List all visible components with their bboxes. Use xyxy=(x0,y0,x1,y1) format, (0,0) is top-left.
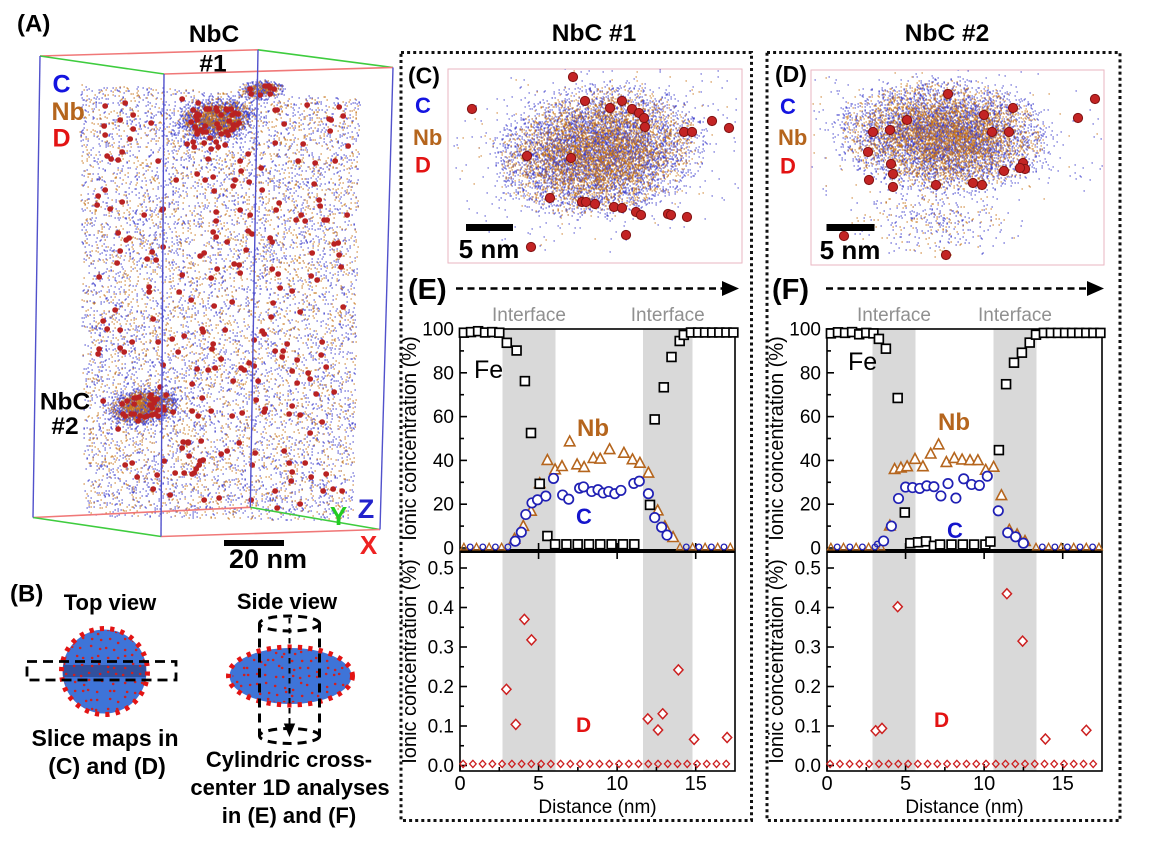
svg-text:Nb: Nb xyxy=(938,409,970,436)
svg-text:Nb: Nb xyxy=(778,125,807,150)
svg-text:#1: #1 xyxy=(199,51,226,78)
svg-text:(E): (E) xyxy=(408,274,447,306)
svg-text:(A): (A) xyxy=(17,11,50,38)
svg-text:5: 5 xyxy=(533,773,544,795)
svg-text:Y: Y xyxy=(330,501,347,531)
svg-text:40: 40 xyxy=(433,451,454,472)
svg-text:C: C xyxy=(780,94,796,119)
svg-text:20 nm: 20 nm xyxy=(229,544,307,574)
svg-text:Fe: Fe xyxy=(474,356,503,384)
svg-text:Distance (nm): Distance (nm) xyxy=(538,797,656,818)
svg-text:80: 80 xyxy=(800,363,821,384)
svg-text:Nb: Nb xyxy=(577,415,609,442)
svg-text:C: C xyxy=(53,71,71,99)
svg-text:60: 60 xyxy=(433,407,454,428)
svg-text:60: 60 xyxy=(800,407,821,428)
svg-text:0.3: 0.3 xyxy=(428,638,454,659)
svg-text:Fe: Fe xyxy=(848,348,877,376)
svg-text:0: 0 xyxy=(454,773,465,795)
svg-text:0.4: 0.4 xyxy=(428,598,455,619)
svg-text:0.0: 0.0 xyxy=(795,756,821,777)
svg-text:20: 20 xyxy=(433,495,454,516)
svg-text:Distance (nm): Distance (nm) xyxy=(905,797,1023,818)
svg-text:0.4: 0.4 xyxy=(795,598,822,619)
svg-text:NbC: NbC xyxy=(189,21,240,48)
svg-text:center 1D analyses: center 1D analyses xyxy=(190,775,389,800)
svg-text:10: 10 xyxy=(606,773,628,795)
svg-text:Interface: Interface xyxy=(857,305,931,326)
svg-text:5 nm: 5 nm xyxy=(820,235,881,265)
svg-text:Interface: Interface xyxy=(978,305,1052,326)
svg-text:#2: #2 xyxy=(51,413,78,440)
svg-text:0.0: 0.0 xyxy=(428,756,454,777)
svg-text:100: 100 xyxy=(789,320,821,341)
svg-text:0: 0 xyxy=(810,539,821,560)
svg-text:(C) and (D): (C) and (D) xyxy=(48,753,166,779)
svg-text:0.5: 0.5 xyxy=(428,559,454,580)
svg-text:0: 0 xyxy=(821,773,832,795)
svg-text:(B): (B) xyxy=(10,581,43,608)
svg-text:NbC: NbC xyxy=(40,389,91,416)
svg-text:40: 40 xyxy=(800,451,821,472)
svg-text:Interface: Interface xyxy=(631,305,705,326)
svg-text:0.1: 0.1 xyxy=(795,717,821,738)
svg-text:0: 0 xyxy=(443,539,454,560)
svg-text:Side view: Side view xyxy=(237,589,338,614)
svg-text:0.5: 0.5 xyxy=(795,559,821,580)
svg-text:Interface: Interface xyxy=(492,305,566,326)
svg-text:Nb: Nb xyxy=(52,98,85,126)
svg-text:(D): (D) xyxy=(775,61,807,87)
svg-text:10: 10 xyxy=(973,773,995,795)
svg-text:C: C xyxy=(415,93,431,118)
svg-text:Cylindric cross-: Cylindric cross- xyxy=(206,747,372,772)
svg-text:15: 15 xyxy=(1052,773,1074,795)
svg-text:in (E) and (F): in (E) and (F) xyxy=(222,803,356,828)
svg-text:80: 80 xyxy=(433,363,454,384)
svg-text:X: X xyxy=(360,530,378,560)
svg-text:(C): (C) xyxy=(408,63,440,89)
svg-text:0.2: 0.2 xyxy=(428,677,454,698)
svg-text:D: D xyxy=(576,714,591,737)
svg-text:D: D xyxy=(415,153,431,178)
svg-text:C: C xyxy=(947,518,963,543)
svg-text:Ionic concentration (%): Ionic concentration (%) xyxy=(766,336,788,541)
svg-text:5: 5 xyxy=(900,773,911,795)
svg-text:D: D xyxy=(934,709,949,732)
svg-text:NbC #2: NbC #2 xyxy=(905,20,989,47)
svg-text:15: 15 xyxy=(685,773,707,795)
svg-text:0.2: 0.2 xyxy=(795,677,821,698)
svg-text:Nb: Nb xyxy=(413,125,442,150)
svg-text:0.1: 0.1 xyxy=(428,717,454,738)
svg-text:C: C xyxy=(576,504,592,529)
svg-text:100: 100 xyxy=(422,320,454,341)
svg-text:5 nm: 5 nm xyxy=(459,234,520,264)
svg-text:D: D xyxy=(780,154,796,179)
svg-text:Ionic concentration (%): Ionic concentration (%) xyxy=(399,336,421,541)
svg-text:Ionic concentration (%): Ionic concentration (%) xyxy=(399,559,421,764)
svg-text:Ionic concentration (%): Ionic concentration (%) xyxy=(766,559,788,764)
svg-text:20: 20 xyxy=(800,495,821,516)
svg-text:NbC #1: NbC #1 xyxy=(552,20,636,47)
svg-text:Slice maps in: Slice maps in xyxy=(31,725,178,751)
svg-text:D: D xyxy=(53,125,71,153)
svg-text:Top view: Top view xyxy=(64,590,157,615)
svg-text:(F): (F) xyxy=(772,274,809,306)
svg-text:Z: Z xyxy=(358,494,375,524)
svg-text:0.3: 0.3 xyxy=(795,638,821,659)
